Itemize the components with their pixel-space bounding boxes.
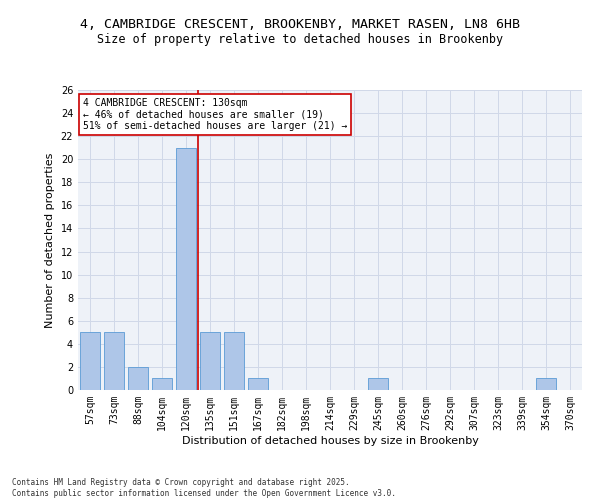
Bar xyxy=(152,378,172,390)
Y-axis label: Number of detached properties: Number of detached properties xyxy=(45,152,55,328)
Text: 4, CAMBRIDGE CRESCENT, BROOKENBY, MARKET RASEN, LN8 6HB: 4, CAMBRIDGE CRESCENT, BROOKENBY, MARKET… xyxy=(80,18,520,30)
Bar xyxy=(368,378,388,390)
Text: Size of property relative to detached houses in Brookenby: Size of property relative to detached ho… xyxy=(97,32,503,46)
Bar xyxy=(176,148,196,390)
Text: 4 CAMBRIDGE CRESCENT: 130sqm
← 46% of detached houses are smaller (19)
51% of se: 4 CAMBRIDGE CRESCENT: 130sqm ← 46% of de… xyxy=(83,98,347,130)
Bar xyxy=(128,367,148,390)
Bar xyxy=(200,332,220,390)
Bar xyxy=(536,378,556,390)
Bar xyxy=(224,332,244,390)
Bar xyxy=(80,332,100,390)
Bar xyxy=(248,378,268,390)
X-axis label: Distribution of detached houses by size in Brookenby: Distribution of detached houses by size … xyxy=(182,436,478,446)
Text: Contains HM Land Registry data © Crown copyright and database right 2025.
Contai: Contains HM Land Registry data © Crown c… xyxy=(12,478,396,498)
Bar xyxy=(104,332,124,390)
